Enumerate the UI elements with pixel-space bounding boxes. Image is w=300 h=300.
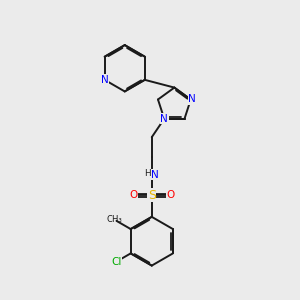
- Text: H: H: [144, 169, 151, 178]
- Text: N: N: [188, 94, 196, 104]
- Text: N: N: [101, 75, 109, 85]
- Text: O: O: [129, 190, 137, 200]
- Text: CH₃: CH₃: [106, 215, 122, 224]
- Text: N: N: [160, 114, 168, 124]
- Text: S: S: [148, 189, 156, 202]
- Text: Cl: Cl: [111, 256, 122, 267]
- Text: N: N: [152, 170, 159, 180]
- Text: O: O: [166, 190, 174, 200]
